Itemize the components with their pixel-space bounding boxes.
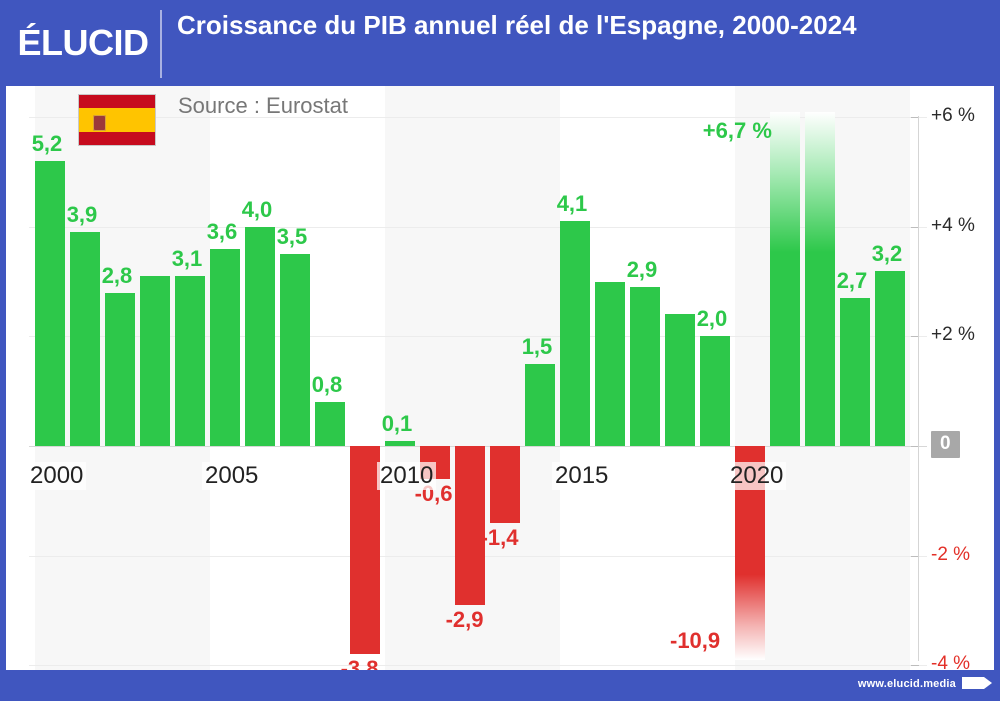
flag-stripe-middle <box>79 108 155 132</box>
bar <box>280 254 310 446</box>
y-axis-tick <box>911 226 919 228</box>
bar <box>70 232 100 446</box>
flag-stripe-bottom <box>79 132 155 145</box>
bar <box>455 446 485 605</box>
gridline <box>29 117 927 119</box>
y-axis-label-zero: 0 <box>931 431 960 458</box>
y-axis-tick <box>911 555 919 557</box>
page-title: Croissance du PIB annuel réel de l'Espag… <box>177 10 857 40</box>
bar-value-label: 5,2 <box>31 131 63 157</box>
header-divider <box>160 10 162 78</box>
bar <box>490 446 520 523</box>
bar-value-label: +6,7 % <box>702 118 772 143</box>
bar-value-label: 3,1 <box>171 246 203 272</box>
bar-value-label: 3,6 <box>206 218 238 244</box>
x-axis-label: 2010 <box>377 462 437 490</box>
y-axis-label: +2 % <box>931 324 975 346</box>
bar <box>35 161 65 446</box>
bar <box>630 287 660 446</box>
bar <box>140 276 170 446</box>
y-axis-tick <box>911 336 919 338</box>
bar <box>665 314 695 446</box>
chart-card: +6 % +4 % +2 % 0 -2 % -4 % 5,2 3,9 2,8 3,1 3,6 4,0 3… <box>6 86 994 670</box>
bar <box>560 221 590 446</box>
bar-value-label: 1,5 <box>521 333 553 359</box>
footer-url[interactable]: www.elucid.media <box>857 678 956 690</box>
bar-value-label: -2,9 <box>445 606 484 632</box>
y-axis-tick <box>911 665 919 667</box>
bar <box>770 112 800 446</box>
bar-value-label: -1,4 <box>480 524 519 550</box>
x-axis-label: 2000 <box>27 462 87 490</box>
flag-crest-icon <box>92 115 106 131</box>
bar-value-label: 3,9 <box>66 202 98 228</box>
bar-value-label: 2,9 <box>626 257 658 283</box>
bar-value-label: -10,9 <box>670 628 721 653</box>
bar <box>315 402 345 446</box>
elucid-logo: ÉLUCID <box>17 22 150 63</box>
y-axis-tick <box>911 446 919 447</box>
bar-value-label: 4,1 <box>556 191 588 217</box>
bar <box>700 336 730 446</box>
bar-value-label: 3,2 <box>871 240 903 266</box>
x-axis-label: 2020 <box>727 462 787 490</box>
bar-value-label: 0,8 <box>311 372 343 398</box>
footer-bar: www.elucid.media <box>0 670 1000 701</box>
flag-stripe-top <box>79 95 155 108</box>
y-axis-label: +4 % <box>931 214 975 236</box>
bar <box>875 270 905 446</box>
bar <box>385 440 415 446</box>
bar <box>805 112 835 446</box>
bar <box>105 292 135 446</box>
bar <box>525 363 555 446</box>
bar-value-label: 3,5 <box>276 224 308 250</box>
bar-value-label: 2,8 <box>101 262 133 288</box>
bar-value-label: 2,7 <box>836 268 868 294</box>
bar <box>350 446 380 655</box>
x-axis-label: 2005 <box>202 462 262 490</box>
spain-flag-icon <box>78 94 156 146</box>
bar <box>595 281 625 446</box>
gridline <box>29 665 927 667</box>
y-axis-line <box>918 116 919 661</box>
bar <box>175 276 205 446</box>
header-bar: ÉLUCID Croissance du PIB annuel réel de … <box>0 0 1000 86</box>
gridline <box>29 226 927 228</box>
plot-area: +6 % +4 % +2 % 0 -2 % -4 % 5,2 3,9 2,8 3,1 3,6 4,0 3… <box>6 86 994 670</box>
bar-value-label: 0,1 <box>381 410 413 436</box>
bar-value-label: 2,0 <box>696 306 728 332</box>
bar <box>245 226 275 446</box>
y-axis-label: -4 % <box>931 653 971 670</box>
arrow-right-icon <box>962 677 992 689</box>
y-axis-label: -2 % <box>931 543 971 565</box>
bar <box>210 248 240 446</box>
gridline <box>29 336 927 338</box>
source-label: Source : Eurostat <box>178 93 348 118</box>
bar-value-label: -3,8 <box>340 656 379 670</box>
y-axis-label: +6 % <box>931 105 975 127</box>
x-axis-label: 2015 <box>552 462 612 490</box>
bar <box>840 298 870 446</box>
bar-value-label: 4,0 <box>241 196 273 222</box>
y-axis-tick <box>911 117 919 119</box>
